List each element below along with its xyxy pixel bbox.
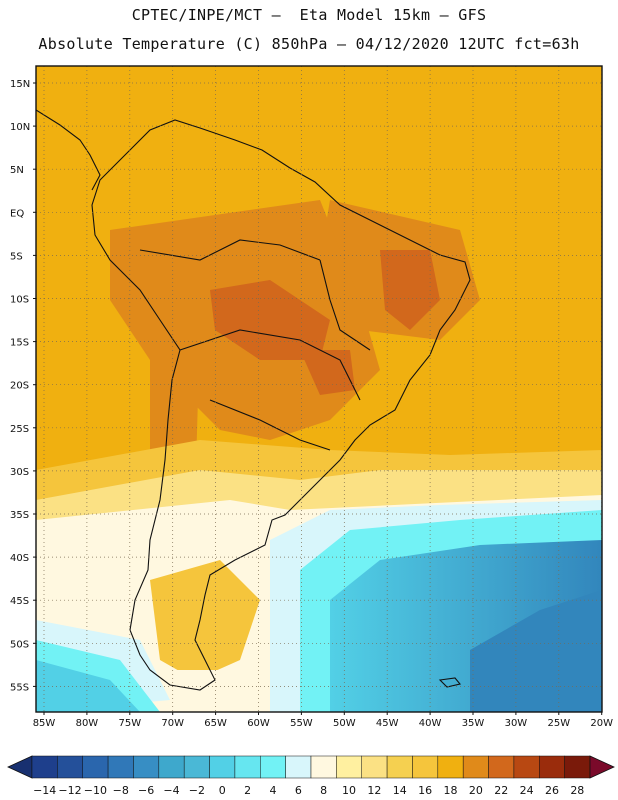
lat-label-50S: 50S [10,639,29,650]
lon-label-40W: 40W [419,718,442,729]
colorbar-swatch [234,755,261,779]
colorbar-swatch [183,755,210,779]
lon-label-80W: 80W [76,718,99,729]
coastline-layer [36,109,471,691]
colorbar-label: 14 [393,784,407,797]
field-deeporange-3 [300,350,355,395]
colorbar-swatch [488,755,515,779]
border-line-3 [209,399,331,451]
lat-label-30S: 30S [10,467,29,478]
field-south-tip-cream [155,670,250,700]
lat-label-35S: 35S [10,510,29,521]
colorbar-swatch [107,755,134,779]
border-line-2 [179,329,361,401]
colorbar-swatch [209,755,236,779]
colorbar-label: 26 [545,784,559,797]
colorbar-swatch [31,755,58,779]
field-pacific-blue [36,660,140,712]
colorbar-arrow-low [7,755,33,779]
colorbar-swatch [437,755,464,779]
colorbar-swatch [260,755,286,779]
colorbar-label: −6 [138,784,154,797]
field-patagonia [150,560,260,680]
border-line-1 [139,239,321,261]
lat-label-5N: 5N [10,165,24,176]
field-deeporange-2 [380,250,440,330]
lat-label-15N: 15N [10,79,30,90]
colorbar-label: −8 [113,784,129,797]
lat-label-10N: 10N [10,122,30,133]
lat-label-EQ: EQ [10,208,24,219]
colorbar-label: 18 [444,784,458,797]
colorbar-swatch [386,755,413,779]
colorbar-swatch [133,755,160,779]
colorbar-swatch [285,755,312,779]
coastline-central-america [36,109,101,191]
lon-label-45W: 45W [376,718,399,729]
map-frame [35,65,603,713]
lon-label-25W: 25W [547,718,570,729]
lat-label-20S: 20S [10,381,29,392]
longitude-labels: 85W 80W 75W 70W 65W 60W 55W 50W 45W 40W 35W 30W 25W 2… [33,712,613,729]
colorbar-swatch [564,755,591,779]
lon-label-20W: 20W [590,718,613,729]
colorbar-label: 28 [570,784,584,797]
lat-label-10S: 10S [10,295,29,306]
colorbar-label: −4 [163,784,179,797]
lat-label-5S: 5S [10,251,23,262]
lat-label-40S: 40S [10,553,29,564]
colorbar-label: −10 [84,784,107,797]
colorbar-swatch [539,755,565,779]
colorbar-arrow-high [589,755,615,779]
colorbar-swatch [82,755,109,779]
field-north-warm [36,66,602,146]
colorbar-label: 2 [244,784,251,797]
lat-label-15S: 15S [10,338,29,349]
falkland-islands [438,677,461,688]
colorbar-swatch [513,755,540,779]
lon-label-55W: 55W [290,718,313,729]
lon-label-70W: 70W [161,718,184,729]
coastline-south-america [91,119,471,691]
colorbar-swatch [336,755,362,779]
colorbar-label: 8 [320,784,327,797]
latitude-labels: 15N 10N 5N EQ 5S 10S 15S 20S 25S 30S 35S 40S 45S 50S 5… [10,79,36,693]
lat-label-55S: 55S [10,682,29,693]
colorbar-label: 10 [342,784,356,797]
colorbar-label: 12 [367,784,381,797]
colorbar-label: 16 [418,784,432,797]
colorbar-label: 0 [219,784,226,797]
lat-label-25S: 25S [10,424,29,435]
colorbar-swatch [310,755,337,779]
field-deep-blue [470,590,602,712]
map-title-field: Absolute Temperature (C) 850hPa – 04/12/… [38,35,580,53]
colorbar-label: 4 [269,784,276,797]
border-line-4 [319,259,371,351]
lon-label-85W: 85W [33,718,56,729]
colorbar-label: 20 [469,784,483,797]
temperature-field [36,66,602,712]
colorbar-label: 22 [494,784,508,797]
lon-label-35W: 35W [462,718,485,729]
colorbar-swatch [57,755,83,779]
colorbar-swatch [361,755,388,779]
colorbar-swatch [462,755,489,779]
colorbar: −14 −12 −10 −8 −6 −4 −2 0 2 4 6 8 10 12 14 16 18 20 22 24 26… [7,755,615,797]
colorbar-label: 24 [520,784,534,797]
colorbar-label: −2 [189,784,205,797]
map-title-model: CPTEC/INPE/MCT – Eta Model 15km – GFS [131,6,487,24]
colorbar-swatch [412,755,439,779]
lat-label-45S: 45S [10,596,29,607]
lon-label-75W: 75W [118,718,141,729]
lon-label-60W: 60W [247,718,270,729]
colorbar-label: −12 [58,784,81,797]
colorbar-swatch [158,755,185,779]
colorbar-label: 6 [295,784,302,797]
lon-label-50W: 50W [333,718,356,729]
lon-label-65W: 65W [204,718,227,729]
lon-label-30W: 30W [505,718,528,729]
colorbar-label: −14 [33,784,56,797]
